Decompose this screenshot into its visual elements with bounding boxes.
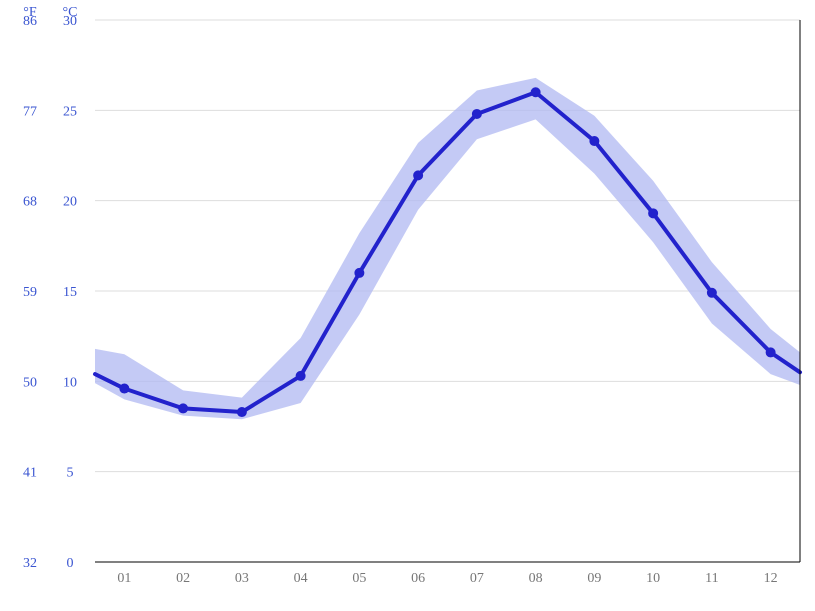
y-f-tick-label: 59 — [23, 285, 37, 300]
temperature-line-chart: 0102030405060708091011120510152025303241… — [0, 0, 815, 611]
y-c-tick-label: 25 — [63, 104, 77, 119]
x-tick-label: 10 — [646, 571, 660, 586]
x-tick-label: 04 — [294, 571, 308, 586]
data-point — [590, 137, 599, 146]
y-f-tick-label: 41 — [23, 466, 37, 481]
y-c-tick-label: 10 — [63, 375, 77, 390]
y-c-tick-label: 15 — [63, 285, 77, 300]
y-c-tick-label: 20 — [63, 195, 77, 210]
x-tick-label: 12 — [764, 571, 778, 586]
x-tick-label: 06 — [411, 571, 425, 586]
data-point — [179, 404, 188, 413]
x-tick-label: 03 — [235, 571, 249, 586]
x-tick-label: 11 — [705, 571, 718, 586]
data-point — [355, 268, 364, 277]
x-tick-label: 09 — [587, 571, 601, 586]
data-point — [707, 288, 716, 297]
data-point — [414, 171, 423, 180]
data-point — [472, 109, 481, 118]
y-c-tick-label: 5 — [67, 466, 74, 481]
y-f-tick-label: 50 — [23, 375, 37, 390]
x-tick-label: 05 — [352, 571, 366, 586]
y-f-axis-title: °F — [23, 5, 37, 20]
data-point — [120, 384, 129, 393]
y-c-axis-title: °C — [63, 5, 78, 20]
x-tick-label: 08 — [529, 571, 543, 586]
data-point — [296, 371, 305, 380]
y-f-tick-label: 77 — [23, 104, 37, 119]
y-f-tick-label: 68 — [23, 195, 37, 210]
data-point — [531, 88, 540, 97]
data-point — [237, 408, 246, 417]
data-point — [649, 209, 658, 218]
x-tick-label: 01 — [117, 571, 131, 586]
y-f-tick-label: 32 — [23, 556, 37, 571]
x-tick-label: 02 — [176, 571, 190, 586]
data-point — [766, 348, 775, 357]
x-tick-label: 07 — [470, 571, 484, 586]
y-c-tick-label: 0 — [67, 556, 74, 571]
